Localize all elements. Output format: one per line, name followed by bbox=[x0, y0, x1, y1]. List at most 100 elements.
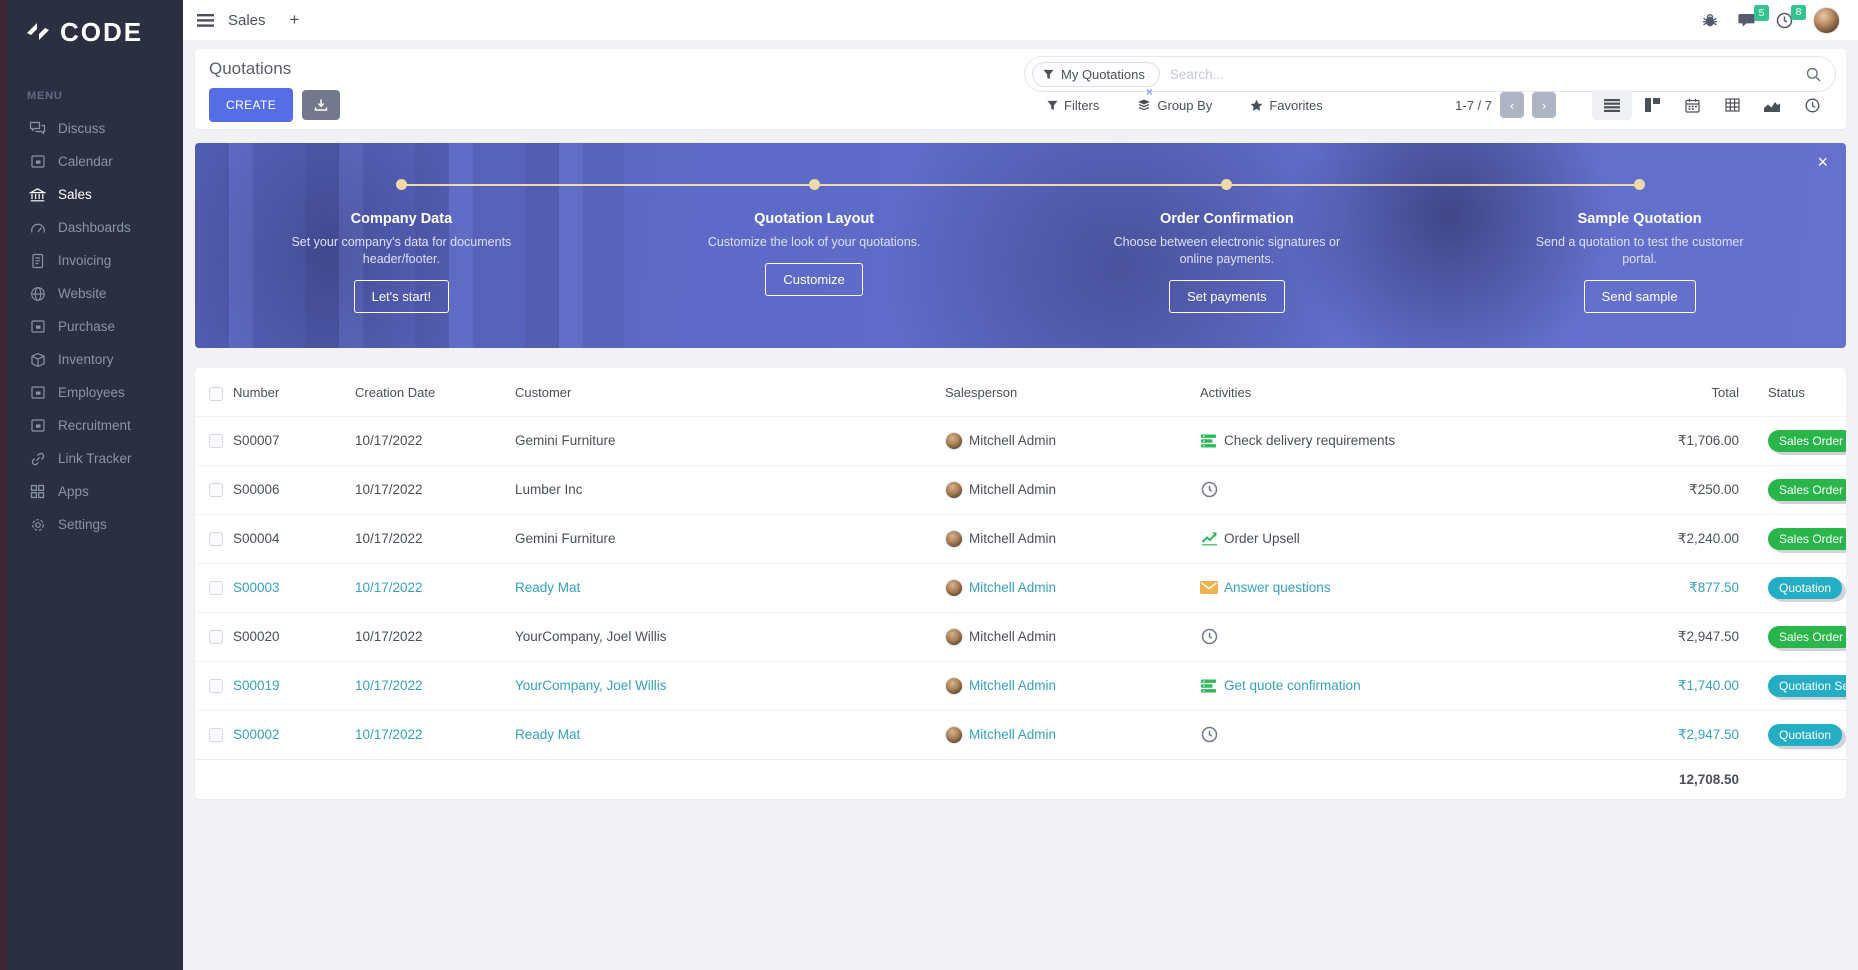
activity-clock-icon[interactable] bbox=[1200, 726, 1218, 743]
sidebar-item-employees[interactable]: Employees bbox=[7, 376, 183, 409]
step-action-button[interactable]: Let's start! bbox=[353, 279, 450, 313]
activity-chart-icon[interactable] bbox=[1200, 531, 1218, 546]
box-icon bbox=[29, 351, 46, 368]
step-action-button[interactable]: Send sample bbox=[1583, 279, 1696, 313]
sidebar-item-apps[interactable]: Apps bbox=[7, 475, 183, 508]
activities-count-badge: 8 bbox=[1791, 4, 1806, 20]
bank-icon bbox=[29, 186, 46, 203]
bug-icon[interactable] bbox=[1702, 12, 1718, 28]
sidebar-item-discuss[interactable]: Discuss bbox=[7, 112, 183, 145]
menu-toggle-icon[interactable] bbox=[197, 13, 214, 27]
filters-button[interactable]: Filters bbox=[1047, 98, 1099, 113]
row-checkbox[interactable] bbox=[209, 728, 223, 743]
facet-remove-icon[interactable]: × bbox=[1145, 84, 1153, 99]
activity-view-icon[interactable] bbox=[1792, 90, 1832, 120]
quotation-number[interactable]: S00002 bbox=[229, 709, 351, 760]
col-header-number[interactable]: Number bbox=[233, 385, 280, 401]
brand-name: CODE bbox=[60, 16, 144, 47]
sidebar-item-settings[interactable]: Settings bbox=[7, 508, 183, 541]
pager-next-button[interactable]: › bbox=[1532, 92, 1556, 118]
activity-clock-icon[interactable] bbox=[1200, 481, 1218, 498]
search-bar[interactable]: My Quotations × bbox=[1024, 56, 1836, 99]
activity-mail-icon[interactable] bbox=[1200, 581, 1218, 595]
row-checkbox[interactable] bbox=[209, 630, 223, 645]
activity-clock-icon[interactable] bbox=[1200, 628, 1218, 645]
step-description: Set your company's data for documents he… bbox=[291, 235, 512, 266]
onboarding-banner: × Company Data Set your company's data f… bbox=[195, 143, 1846, 348]
quotation-number[interactable]: S00020 bbox=[229, 611, 351, 662]
table-row[interactable]: S00020 10/17/2022 YourCompany, Joel Will… bbox=[195, 611, 1846, 662]
col-header-salesperson[interactable]: Salesperson bbox=[945, 385, 1018, 401]
messages-icon[interactable]: 5 bbox=[1738, 5, 1769, 28]
col-header-status[interactable]: Status bbox=[1768, 385, 1805, 401]
activity-label: Order Upsell bbox=[1224, 531, 1300, 547]
current-app-title[interactable]: Sales bbox=[228, 11, 266, 29]
sidebar-item-link-tracker[interactable]: Link Tracker bbox=[7, 442, 183, 475]
row-checkbox[interactable] bbox=[209, 434, 223, 449]
sidebar-item-website[interactable]: Website bbox=[7, 277, 183, 310]
col-header-customer[interactable]: Customer bbox=[515, 385, 572, 401]
step-action-button[interactable]: Set payments bbox=[1169, 279, 1285, 313]
row-checkbox[interactable] bbox=[209, 581, 223, 596]
step-description: Send a quotation to test the customer po… bbox=[1535, 235, 1744, 266]
gear-icon bbox=[29, 516, 46, 533]
select-all-checkbox[interactable] bbox=[209, 386, 223, 401]
customer-name: Ready Mat bbox=[511, 709, 941, 760]
sidebar-item-recruitment[interactable]: Recruitment bbox=[7, 409, 183, 442]
col-header-total[interactable]: Total bbox=[1711, 385, 1739, 401]
table-row[interactable]: S00003 10/17/2022 Ready Mat Mitchell Adm… bbox=[195, 562, 1846, 613]
creation-date: 10/17/2022 bbox=[351, 513, 511, 564]
sidebar-item-inventory[interactable]: Inventory bbox=[7, 343, 183, 376]
activity-tasks-icon[interactable] bbox=[1200, 434, 1218, 448]
search-icon[interactable] bbox=[1806, 67, 1821, 82]
list-view-icon[interactable] bbox=[1592, 90, 1632, 120]
col-header-activities[interactable]: Activities bbox=[1200, 385, 1252, 401]
download-icon bbox=[314, 99, 328, 111]
row-checkbox[interactable] bbox=[209, 532, 223, 547]
sidebar-item-calendar[interactable]: Calendar bbox=[7, 145, 183, 178]
step-description: Customize the look of your quotations. bbox=[707, 235, 921, 249]
sidebar-item-invoicing[interactable]: Invoicing bbox=[7, 244, 183, 277]
salesperson-name: Mitchell Admin bbox=[969, 629, 1057, 645]
step-dot-icon bbox=[1634, 179, 1646, 190]
quotation-number[interactable]: S00003 bbox=[229, 562, 351, 613]
row-checkbox[interactable] bbox=[209, 679, 223, 694]
calendar-view-icon[interactable] bbox=[1672, 90, 1712, 120]
creation-date: 10/17/2022 bbox=[351, 464, 511, 515]
activity-tasks-icon[interactable] bbox=[1200, 679, 1218, 693]
table-row[interactable]: S00007 10/17/2022 Gemini Furniture Mitch… bbox=[195, 415, 1846, 466]
row-checkbox[interactable] bbox=[209, 483, 223, 498]
export-button[interactable] bbox=[302, 90, 341, 120]
table-row[interactable]: S00006 10/17/2022 Lumber Inc Mitchell Ad… bbox=[195, 464, 1846, 515]
quotation-number[interactable]: S00019 bbox=[229, 660, 351, 711]
group-by-button[interactable]: Group By bbox=[1137, 98, 1212, 113]
graph-view-icon[interactable] bbox=[1752, 90, 1792, 120]
step-action-button[interactable]: Customize bbox=[765, 262, 863, 296]
table-row[interactable]: S00004 10/17/2022 Gemini Furniture Mitch… bbox=[195, 513, 1846, 564]
activity-label: Answer questions bbox=[1224, 580, 1331, 596]
sidebar-item-dashboards[interactable]: Dashboards bbox=[7, 211, 183, 244]
status-badge: Sales Order bbox=[1768, 625, 1846, 648]
search-input[interactable] bbox=[1169, 66, 1806, 82]
col-header-creation-date[interactable]: Creation Date bbox=[355, 385, 436, 401]
sidebar-item-sales[interactable]: Sales bbox=[7, 178, 183, 211]
quotation-number[interactable]: S00004 bbox=[229, 513, 351, 564]
kanban-view-icon[interactable] bbox=[1632, 90, 1672, 120]
user-avatar[interactable] bbox=[1813, 6, 1840, 34]
table-row[interactable]: S00019 10/17/2022 YourCompany, Joel Will… bbox=[195, 660, 1846, 711]
step-title: Order Confirmation bbox=[1160, 211, 1294, 227]
pivot-view-icon[interactable] bbox=[1712, 90, 1752, 120]
quotation-number[interactable]: S00006 bbox=[229, 464, 351, 515]
create-button[interactable]: CREATE bbox=[209, 88, 294, 122]
brand-logo[interactable]: CODE bbox=[7, 0, 183, 64]
sidebar-item-purchase[interactable]: Purchase bbox=[7, 310, 183, 343]
pager-prev-button[interactable]: ‹ bbox=[1500, 92, 1524, 118]
salesperson-avatar bbox=[945, 627, 963, 646]
favorites-button[interactable]: Favorites bbox=[1250, 98, 1323, 113]
table-row[interactable]: S00002 10/17/2022 Ready Mat Mitchell Adm… bbox=[195, 709, 1846, 760]
quotation-number[interactable]: S00007 bbox=[229, 415, 351, 466]
activities-clock-icon[interactable]: 8 bbox=[1776, 4, 1806, 29]
search-facet[interactable]: My Quotations × bbox=[1032, 61, 1160, 99]
add-tab-button[interactable]: + bbox=[289, 10, 300, 29]
banner-close-icon[interactable]: × bbox=[1817, 152, 1828, 172]
